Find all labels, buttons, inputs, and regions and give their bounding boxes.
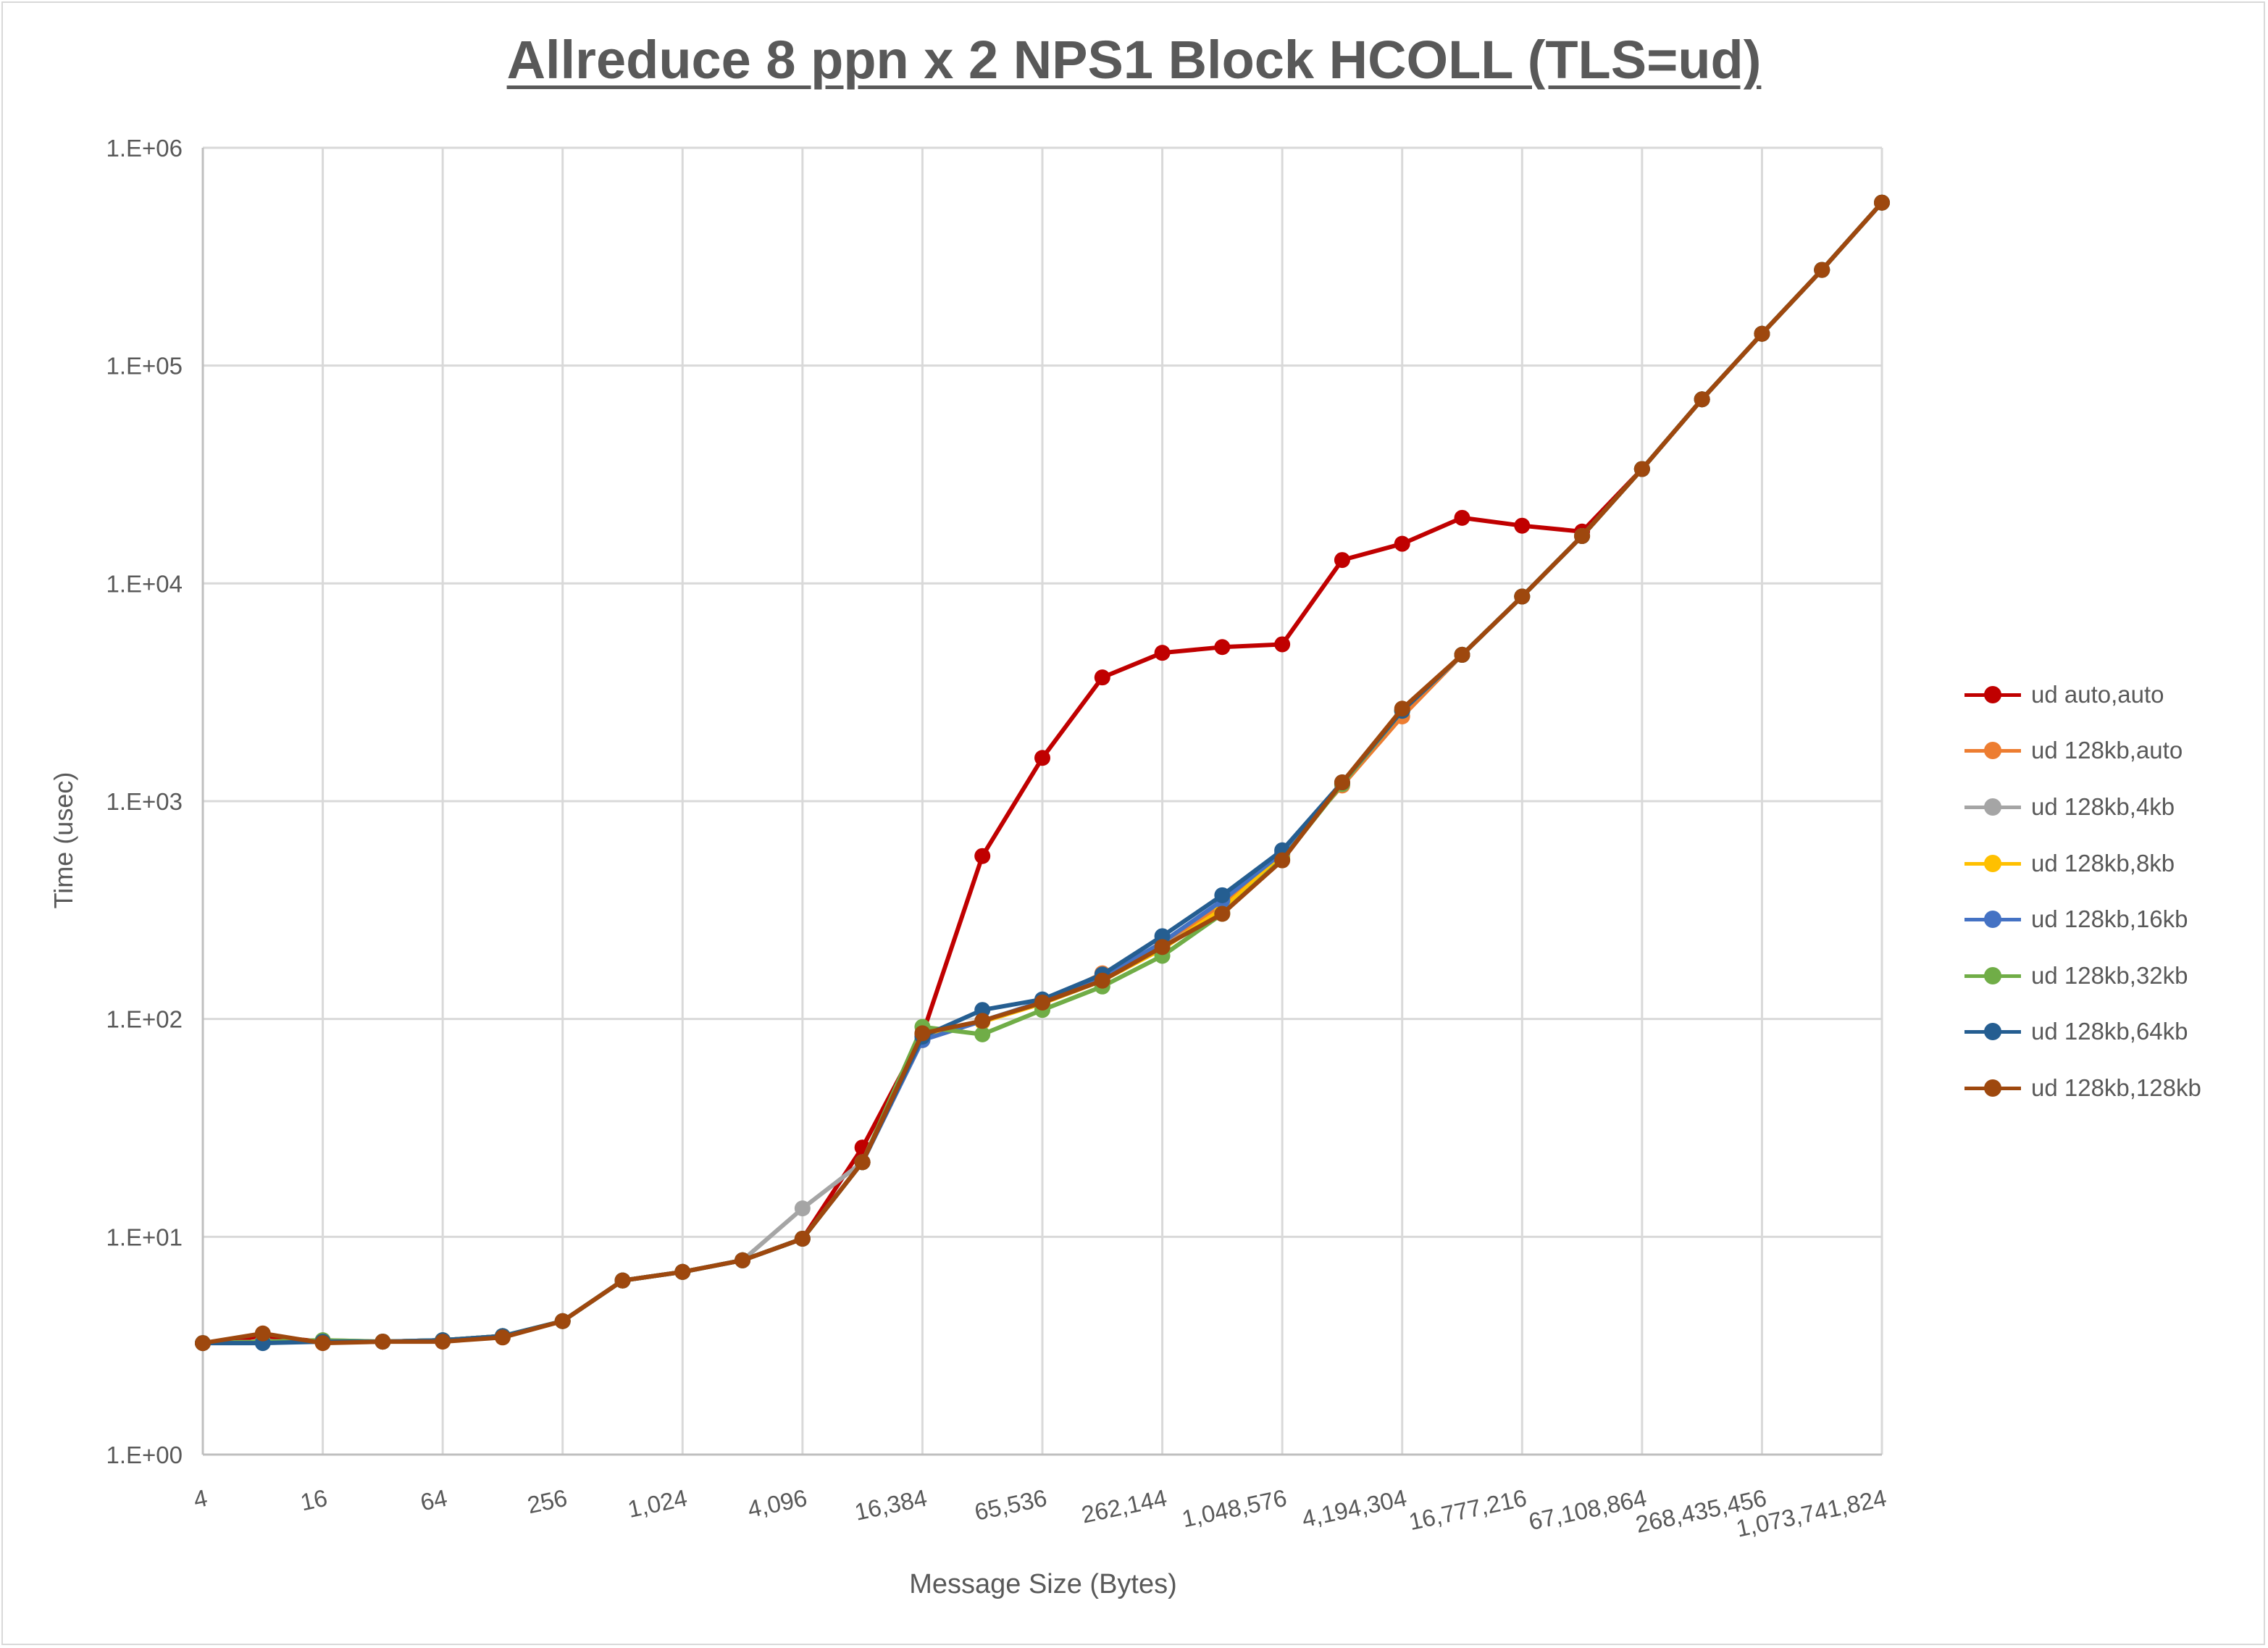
data-point: [674, 1263, 691, 1280]
legend-marker-icon: [1964, 849, 2021, 878]
legend-item: ud 128kb,32kb: [1964, 948, 2201, 1004]
legend-label: ud 128kb,auto: [2031, 737, 2183, 764]
y-tick-label: 1.E+06: [106, 135, 183, 162]
data-point: [1514, 588, 1531, 605]
x-tick-label: 67,108,864: [1526, 1484, 1649, 1536]
data-point: [1034, 994, 1050, 1011]
legend-label: ud 128kb,128kb: [2031, 1074, 2201, 1101]
legend-marker-icon: [1964, 680, 2021, 709]
data-point: [1214, 905, 1231, 922]
legend-label: ud 128kb,4kb: [2031, 792, 2175, 820]
data-point: [1454, 509, 1470, 526]
data-point: [1274, 636, 1291, 653]
data-point: [374, 1334, 391, 1350]
data-point: [914, 1025, 931, 1042]
data-point: [1754, 325, 1770, 342]
legend-label: ud auto,auto: [2031, 680, 2164, 708]
legend-item: ud 128kb,64kb: [1964, 1004, 2201, 1061]
data-point: [254, 1325, 271, 1342]
data-point: [1514, 517, 1531, 534]
data-point: [1814, 262, 1830, 278]
x-tick-label: 1,048,576: [1179, 1484, 1289, 1533]
data-point: [1094, 972, 1110, 989]
data-point: [1214, 887, 1231, 903]
legend-item: ud 128kb,4kb: [1964, 779, 2201, 835]
data-point: [794, 1230, 811, 1247]
data-point: [494, 1329, 511, 1346]
data-point: [1214, 639, 1231, 656]
legend-marker-icon: [1964, 792, 2021, 821]
data-point: [1394, 535, 1410, 552]
data-point: [1034, 750, 1050, 766]
legend-marker-icon: [1964, 961, 2021, 990]
x-tick-label: 4,194,304: [1300, 1484, 1409, 1533]
legend-label: ud 128kb,64kb: [2031, 1018, 2188, 1045]
legend-marker-icon: [1964, 905, 2021, 934]
legend-item: ud 128kb,auto: [1964, 723, 2201, 779]
data-point: [974, 1002, 991, 1019]
data-point: [1454, 646, 1470, 663]
data-point: [1574, 527, 1591, 544]
legend-marker-icon: [1964, 1074, 2021, 1103]
data-point: [1274, 852, 1291, 869]
legend-item: ud 128kb,16kb: [1964, 891, 2201, 948]
y-axis-title: Time (usec): [49, 771, 78, 909]
data-point: [1094, 669, 1110, 686]
data-point: [1694, 391, 1710, 408]
x-tick-label: 16,777,216: [1406, 1484, 1528, 1536]
data-point: [974, 848, 991, 864]
data-point: [1633, 461, 1650, 477]
y-tick-label: 1.E+05: [106, 353, 183, 380]
legend-marker-icon: [1964, 736, 2021, 765]
chart-title: Allreduce 8 ppn x 2 NPS1 Block HCOLL (TL…: [506, 30, 1762, 90]
legend: ud auto,auto ud 128kb,auto ud 128kb,4kb ud …: [1964, 666, 2201, 1116]
legend-label: ud 128kb,16kb: [2031, 905, 2188, 933]
x-tick-label: 64: [418, 1484, 450, 1516]
x-tick-label: 4,096: [745, 1484, 809, 1523]
data-point: [1154, 645, 1171, 661]
y-tick-label: 1.E+02: [106, 1006, 183, 1033]
y-tick-label: 1.E+00: [106, 1442, 183, 1468]
data-point: [1394, 700, 1410, 717]
legend-marker-icon: [1964, 1017, 2021, 1046]
x-tick-label: 262,144: [1079, 1484, 1169, 1528]
legend-label: ud 128kb,32kb: [2031, 961, 2188, 989]
legend-item: ud 128kb,8kb: [1964, 835, 2201, 892]
data-point: [1874, 194, 1890, 211]
data-point: [1334, 774, 1350, 791]
data-point: [554, 1313, 571, 1329]
data-point: [195, 1335, 211, 1352]
data-point: [735, 1252, 751, 1268]
x-tick-label: 4: [191, 1484, 210, 1513]
data-point: [854, 1154, 871, 1171]
y-tick-label: 1.E+03: [106, 788, 183, 815]
legend-item: ud 128kb,128kb: [1964, 1060, 2201, 1116]
x-tick-label: 16: [298, 1484, 330, 1516]
x-tick-label: 65,536: [972, 1484, 1049, 1526]
data-point: [974, 1026, 991, 1042]
x-tick-label: 1,024: [625, 1484, 689, 1523]
data-point: [435, 1334, 451, 1350]
y-tick-label: 1.E+01: [106, 1224, 183, 1250]
data-point: [1154, 939, 1171, 955]
legend-label: ud 128kb,8kb: [2031, 849, 2175, 877]
x-axis-title: Message Size (Bytes): [909, 1569, 1177, 1599]
y-tick-label: 1.E+04: [106, 570, 183, 597]
data-point: [794, 1200, 811, 1217]
data-point: [614, 1272, 631, 1289]
x-tick-label: 256: [525, 1484, 570, 1519]
data-point: [1334, 552, 1350, 569]
x-tick-label: 16,384: [852, 1484, 929, 1526]
legend-item: ud auto,auto: [1964, 666, 2201, 723]
data-point: [974, 1013, 991, 1029]
data-point: [314, 1335, 331, 1352]
